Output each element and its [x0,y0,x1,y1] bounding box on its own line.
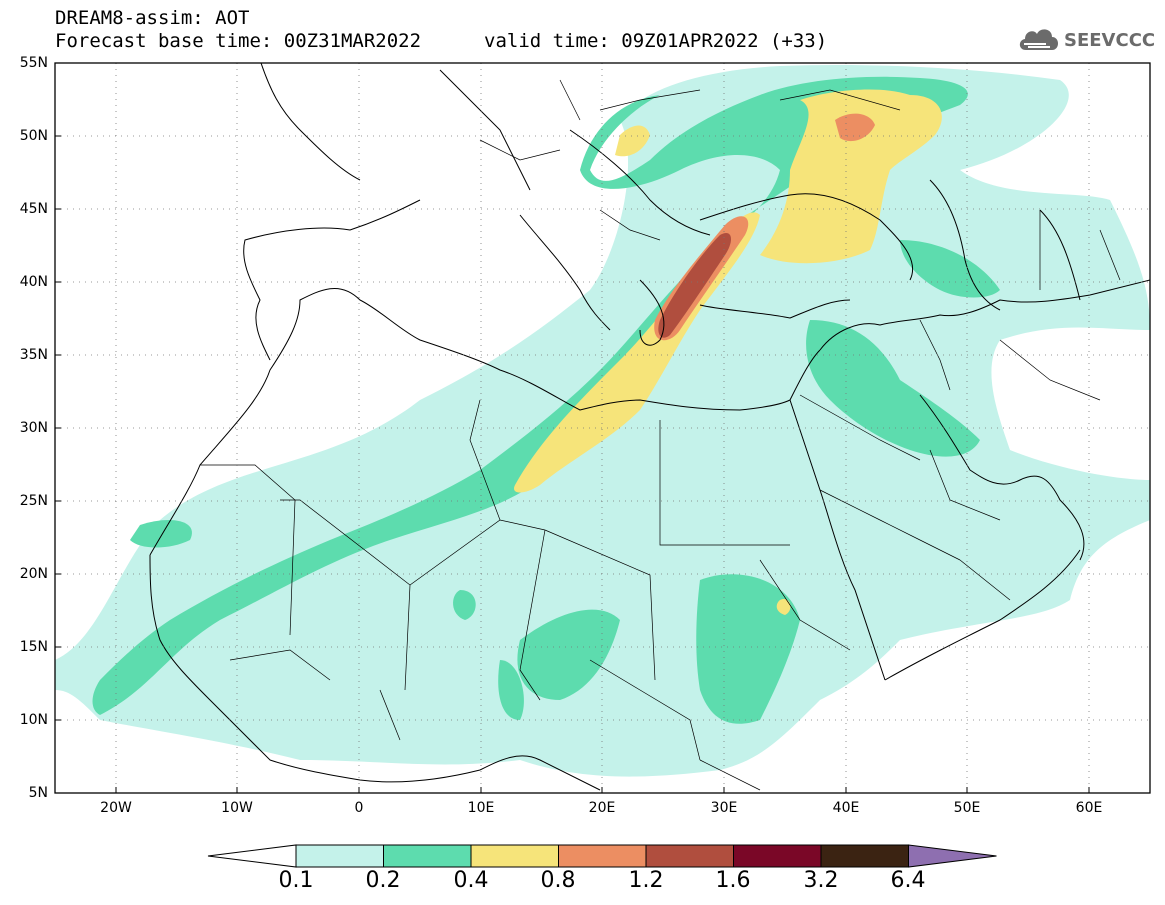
colorbar-label: 0.8 [540,868,576,893]
lon-label: 50E [953,800,981,816]
graticule [55,63,1150,793]
colorbar-label: 6.4 [890,868,926,893]
colorbar-segment [383,844,472,868]
lon-label: 10W [221,800,253,816]
lat-label: 10N [19,712,48,728]
colorbar-label: 1.2 [628,868,664,893]
colorbar-label: 0.4 [453,868,489,893]
logo-text: SEEVCCC [1064,30,1156,51]
tick-marks [55,62,1090,793]
colorbar-label: 0.2 [365,868,401,893]
lat-label: 30N [19,420,48,436]
lat-label: 55N [19,55,48,71]
colorbar-upper-arrow [908,844,997,868]
lat-label: 50N [19,128,48,144]
lon-label: 30E [710,800,738,816]
seevccc-logo: SEEVCCC [1016,22,1156,58]
colorbar-segment [733,844,822,868]
aot-field-1.2 [658,232,732,338]
lat-label: 15N [19,639,48,655]
lat-label: 45N [19,201,48,217]
colorbar-segment [645,844,734,868]
lat-label: 5N [28,785,48,801]
coastlines [149,63,1150,791]
lat-label: 35N [19,347,48,363]
lat-label: 20N [19,566,48,582]
lon-label: 0 [354,800,364,816]
colorbar-label: 0.1 [278,868,314,893]
lon-label: 20E [588,800,616,816]
lon-label: 10E [467,800,495,816]
colorbar-segment [295,844,384,868]
lon-label: 60E [1075,800,1103,816]
colorbar-lower-arrow [207,844,297,868]
aot-field-0.2 [92,76,1000,724]
colorbar-segment [820,844,909,868]
colorbar-label: 1.6 [715,868,751,893]
map-title: DREAM8-assim: AOT [55,7,250,29]
lat-label: 40N [19,274,48,290]
valid-time: valid time: 09Z01APR2022 (+33) [484,30,828,52]
country-borders [200,79,1121,791]
colorbar [207,844,997,868]
colorbar-segment [558,844,647,868]
colorbar-segment [470,844,559,868]
cloud-icon [1019,29,1058,50]
colorbar-label: 3.2 [803,868,839,893]
lat-label: 25N [19,493,48,509]
lon-label: 40E [832,800,860,816]
lon-label: 20W [100,800,132,816]
forecast-base-time: Forecast base time: 00Z31MAR2022 [55,30,422,52]
